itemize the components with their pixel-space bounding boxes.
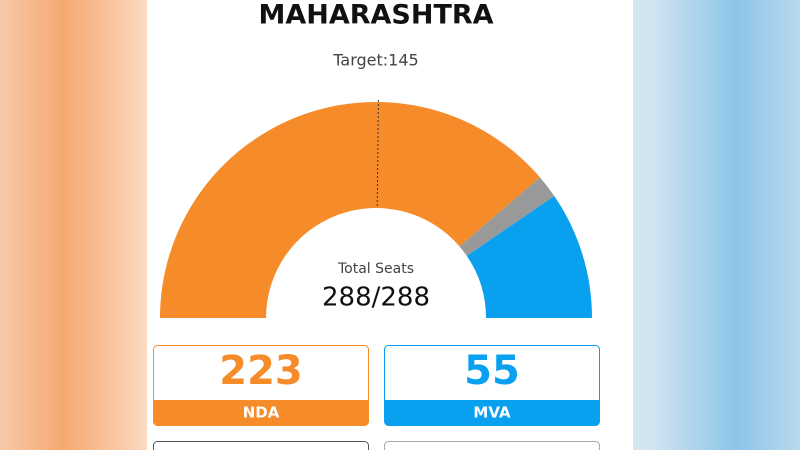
card-band — [153, 400, 369, 426]
gauge-segment — [160, 102, 540, 318]
card-value: 223 — [219, 348, 303, 394]
chart-title: MAHARASHTRA — [258, 0, 493, 31]
card — [153, 441, 369, 450]
card-label: NDA — [243, 404, 280, 422]
subtitle: Target:145 — [332, 51, 418, 70]
gauge-segment — [459, 177, 555, 256]
card-band — [384, 400, 600, 426]
target-line — [376, 98, 379, 207]
center-label: Total Seats — [337, 261, 414, 277]
gauge-segment — [466, 196, 592, 318]
card-value: 55 — [464, 348, 520, 394]
card — [384, 441, 600, 450]
center-value: 288/288 — [322, 283, 430, 313]
card-label: MVA — [473, 404, 511, 422]
